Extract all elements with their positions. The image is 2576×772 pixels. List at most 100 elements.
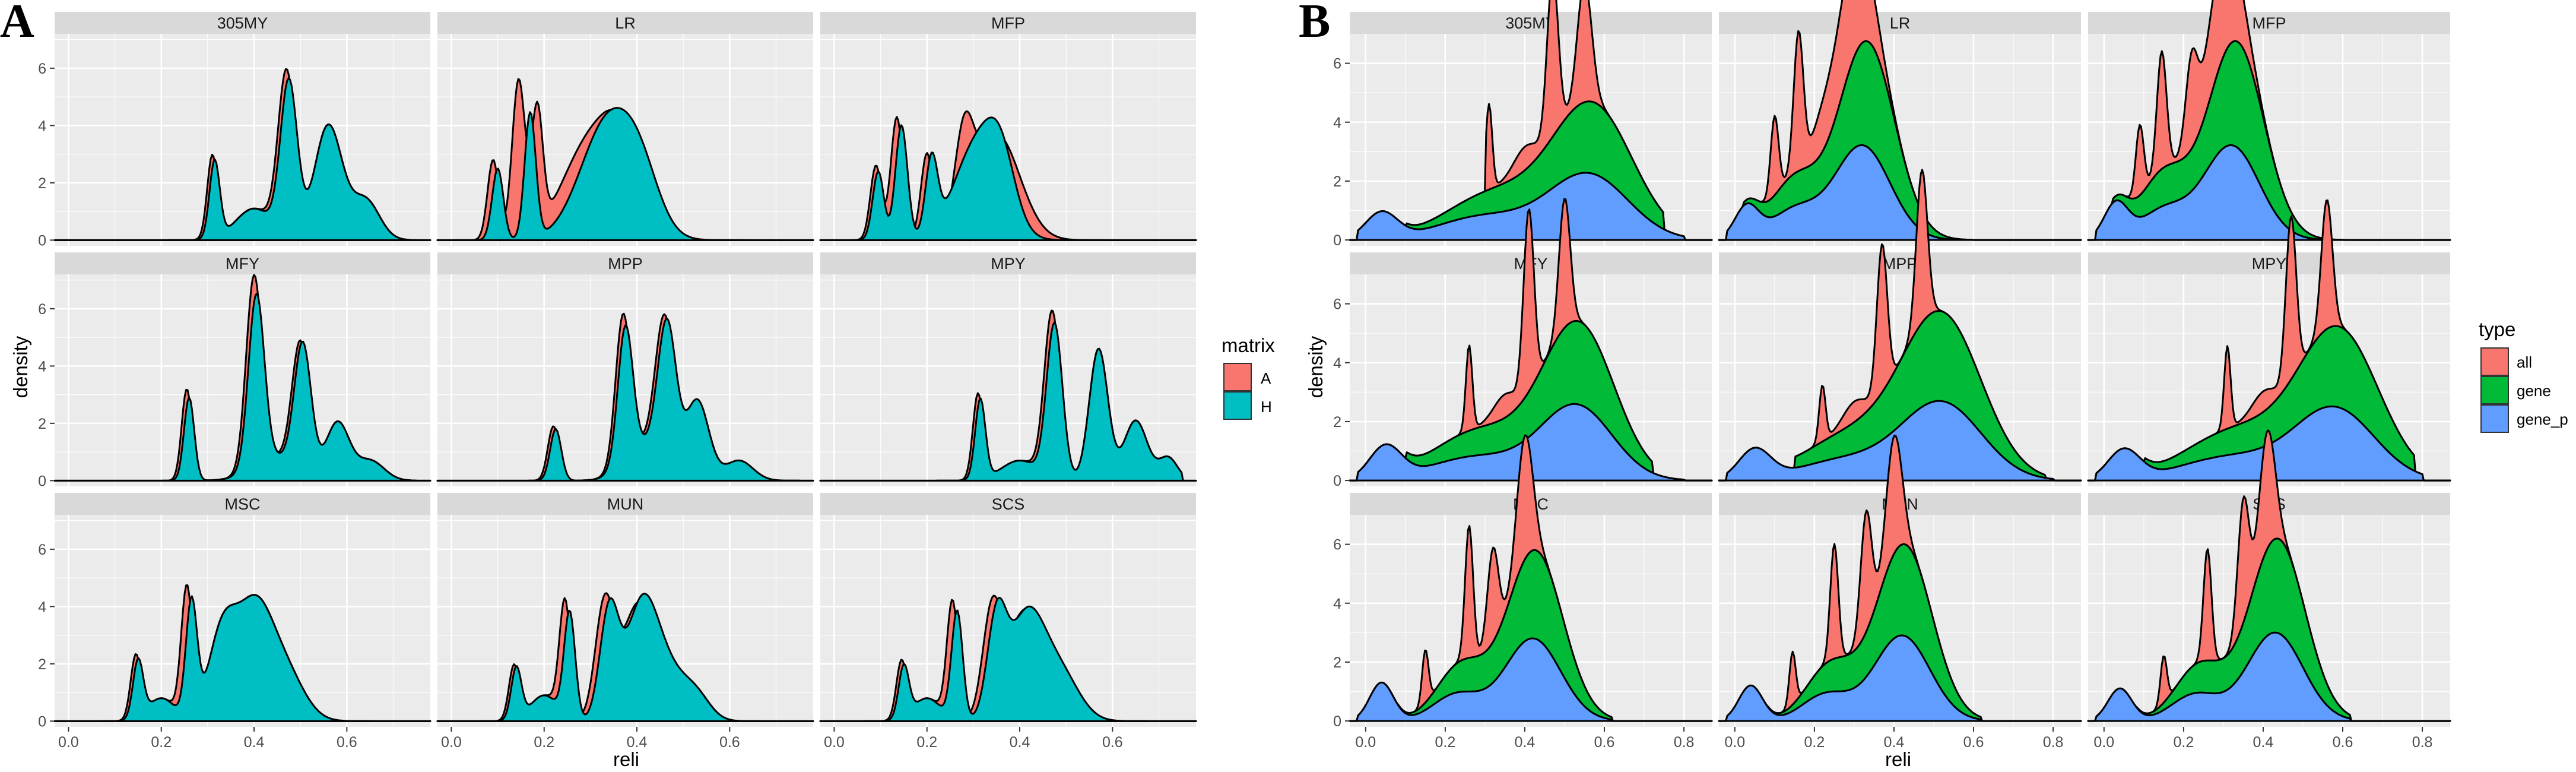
density-area-h <box>53 77 432 241</box>
panel-b-legend-title: type <box>2479 318 2515 340</box>
x-tick-label: 0.2 <box>916 734 937 751</box>
x-tick-label: 0.6 <box>719 734 740 751</box>
y-tick-label: 2 <box>38 656 46 673</box>
legend-key-gene <box>2480 376 2509 404</box>
density-area-gene-p <box>1718 634 2082 722</box>
facet-strip-label: MPP <box>608 255 643 273</box>
panel-a-y-axis-title: density <box>9 336 31 398</box>
x-tick-label: 0.6 <box>337 734 357 751</box>
x-tick-label: 0.6 <box>2333 734 2353 751</box>
density-area-gene-p <box>1349 637 1713 722</box>
y-tick-label: 0 <box>1333 232 1341 249</box>
x-tick-label: 0.4 <box>1515 734 1536 751</box>
facet-strip-label: MPY <box>991 255 1026 273</box>
facet-strip-label: LR <box>1890 14 1911 32</box>
density-area-h <box>819 596 1197 722</box>
panel-a-facets: 305MY 0 2 4 6 LR MFP MFY 0 2 4 6 MPP MPY MSC 0 2 4 6 0.0 0.2… <box>38 12 1197 751</box>
panel-a-x-axis-title: reli <box>613 748 639 770</box>
y-tick-label: 6 <box>38 542 46 558</box>
facet-strip-label: 305MY <box>217 14 268 32</box>
x-tick-label: 0.4 <box>1884 734 1905 751</box>
x-tick-label: 0.2 <box>151 734 172 751</box>
x-tick-label: 0.4 <box>627 734 648 751</box>
facet-lr: LR <box>436 12 814 246</box>
legend-label-gene: gene <box>2517 382 2551 400</box>
y-tick-label: 2 <box>38 175 46 192</box>
y-tick-label: 0 <box>1333 713 1341 730</box>
density-area-h <box>819 116 1197 241</box>
facet-strip-label: MUN <box>607 495 644 513</box>
facet-scs: SCS 0.0 0.2 0.4 0.6 <box>819 493 1197 751</box>
facet-strip-label: MPP <box>1883 255 1918 273</box>
density-area-h <box>53 594 432 722</box>
y-tick-label: 0 <box>38 232 46 249</box>
y-tick-label: 2 <box>1333 173 1341 190</box>
facet-strip <box>55 493 430 515</box>
facet-strip <box>437 493 813 515</box>
x-tick-label: 0.0 <box>1355 734 1376 751</box>
facet-mfp: MFP <box>2087 0 2451 246</box>
density-area-h <box>53 292 432 482</box>
y-tick-label: 6 <box>1333 56 1341 72</box>
legend-key-a <box>1223 363 1252 391</box>
facet-strip <box>437 252 813 274</box>
x-tick-label: 0.4 <box>2253 734 2274 751</box>
panel-b-y-axis-title: density <box>1305 336 1327 398</box>
y-tick-label: 6 <box>38 61 46 77</box>
facet-msc: MSC 0 2 4 6 0.0 0.2 0.4 0.6 <box>38 493 432 751</box>
density-area-gene-p <box>2087 631 2451 722</box>
x-tick-label: 0.0 <box>1724 734 1745 751</box>
y-tick-label: 2 <box>1333 414 1341 431</box>
density-area-gene-p <box>1349 403 1713 482</box>
density-area-gene-p <box>1349 172 1713 241</box>
facet-mpy: MPY <box>2087 199 2451 486</box>
panel-b-facets: 305MY0246LRMFPMFY0246MPPMPYMSC02460.00.2… <box>1333 0 2451 751</box>
facet-strip <box>1350 12 1712 34</box>
panel-b-x-axis-title: reli <box>1885 748 1911 770</box>
facet-strip <box>820 493 1196 515</box>
legend-key-gene-p <box>2480 404 2509 433</box>
facet-strip-label: MSC <box>225 495 261 513</box>
facet-lr: LR <box>1718 0 2082 246</box>
x-tick-label: 0.4 <box>244 734 265 751</box>
x-tick-label: 0.4 <box>1010 734 1030 751</box>
facet-strip <box>55 252 430 274</box>
x-tick-label: 0.6 <box>1594 734 1615 751</box>
facet-strip-label: MFY <box>226 255 259 273</box>
facet-strip <box>1719 252 2081 274</box>
legend-label-a: A <box>1261 369 1271 387</box>
y-tick-label: 6 <box>38 301 46 318</box>
y-tick-label: 6 <box>1333 537 1341 553</box>
y-tick-label: 2 <box>38 416 46 432</box>
facet-mfp: MFP <box>819 12 1197 246</box>
y-tick-label: 6 <box>1333 296 1341 313</box>
x-tick-label: 0.8 <box>2412 734 2433 751</box>
density-area-gene-p <box>1718 144 2082 241</box>
x-tick-label: 0.8 <box>2043 734 2064 751</box>
legend-key-h <box>1223 391 1252 420</box>
facet-strip-label: MFP <box>991 14 1025 32</box>
x-tick-label: 0.2 <box>1435 734 1455 751</box>
y-tick-label: 2 <box>1333 654 1341 671</box>
facet-strip-label: MFP <box>2253 14 2286 32</box>
facet-strip <box>820 12 1196 34</box>
y-tick-label: 4 <box>1333 115 1341 131</box>
density-area-h <box>436 593 814 722</box>
x-tick-label: 0.0 <box>441 734 462 751</box>
facet-strip <box>820 252 1196 274</box>
x-tick-label: 0.0 <box>2093 734 2114 751</box>
legend-label-h: H <box>1261 398 1272 416</box>
x-tick-label: 0.6 <box>1102 734 1123 751</box>
density-area-h <box>436 107 814 241</box>
facet-strip <box>55 12 430 34</box>
facet-strip-label: LR <box>615 14 636 32</box>
density-area-gene-p <box>1718 400 2082 482</box>
legend-key-all <box>2480 347 2509 376</box>
facet-strip <box>437 12 813 34</box>
facet-strip-label: SCS <box>992 495 1025 513</box>
y-tick-label: 4 <box>1333 596 1341 612</box>
